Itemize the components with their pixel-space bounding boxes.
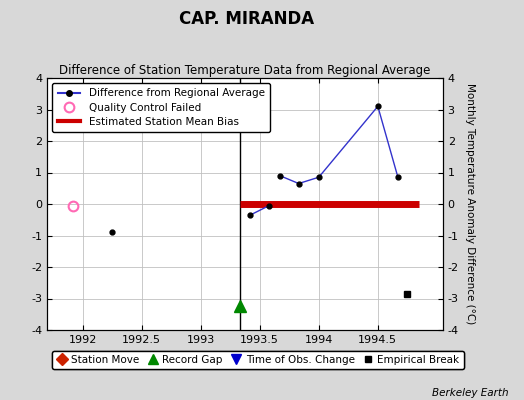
Text: Berkeley Earth: Berkeley Earth xyxy=(432,388,508,398)
Text: CAP. MIRANDA: CAP. MIRANDA xyxy=(179,10,314,28)
Legend: Station Move, Record Gap, Time of Obs. Change, Empirical Break: Station Move, Record Gap, Time of Obs. C… xyxy=(52,350,464,369)
Y-axis label: Monthly Temperature Anomaly Difference (°C): Monthly Temperature Anomaly Difference (… xyxy=(465,83,475,325)
Title: Difference of Station Temperature Data from Regional Average: Difference of Station Temperature Data f… xyxy=(59,64,431,77)
